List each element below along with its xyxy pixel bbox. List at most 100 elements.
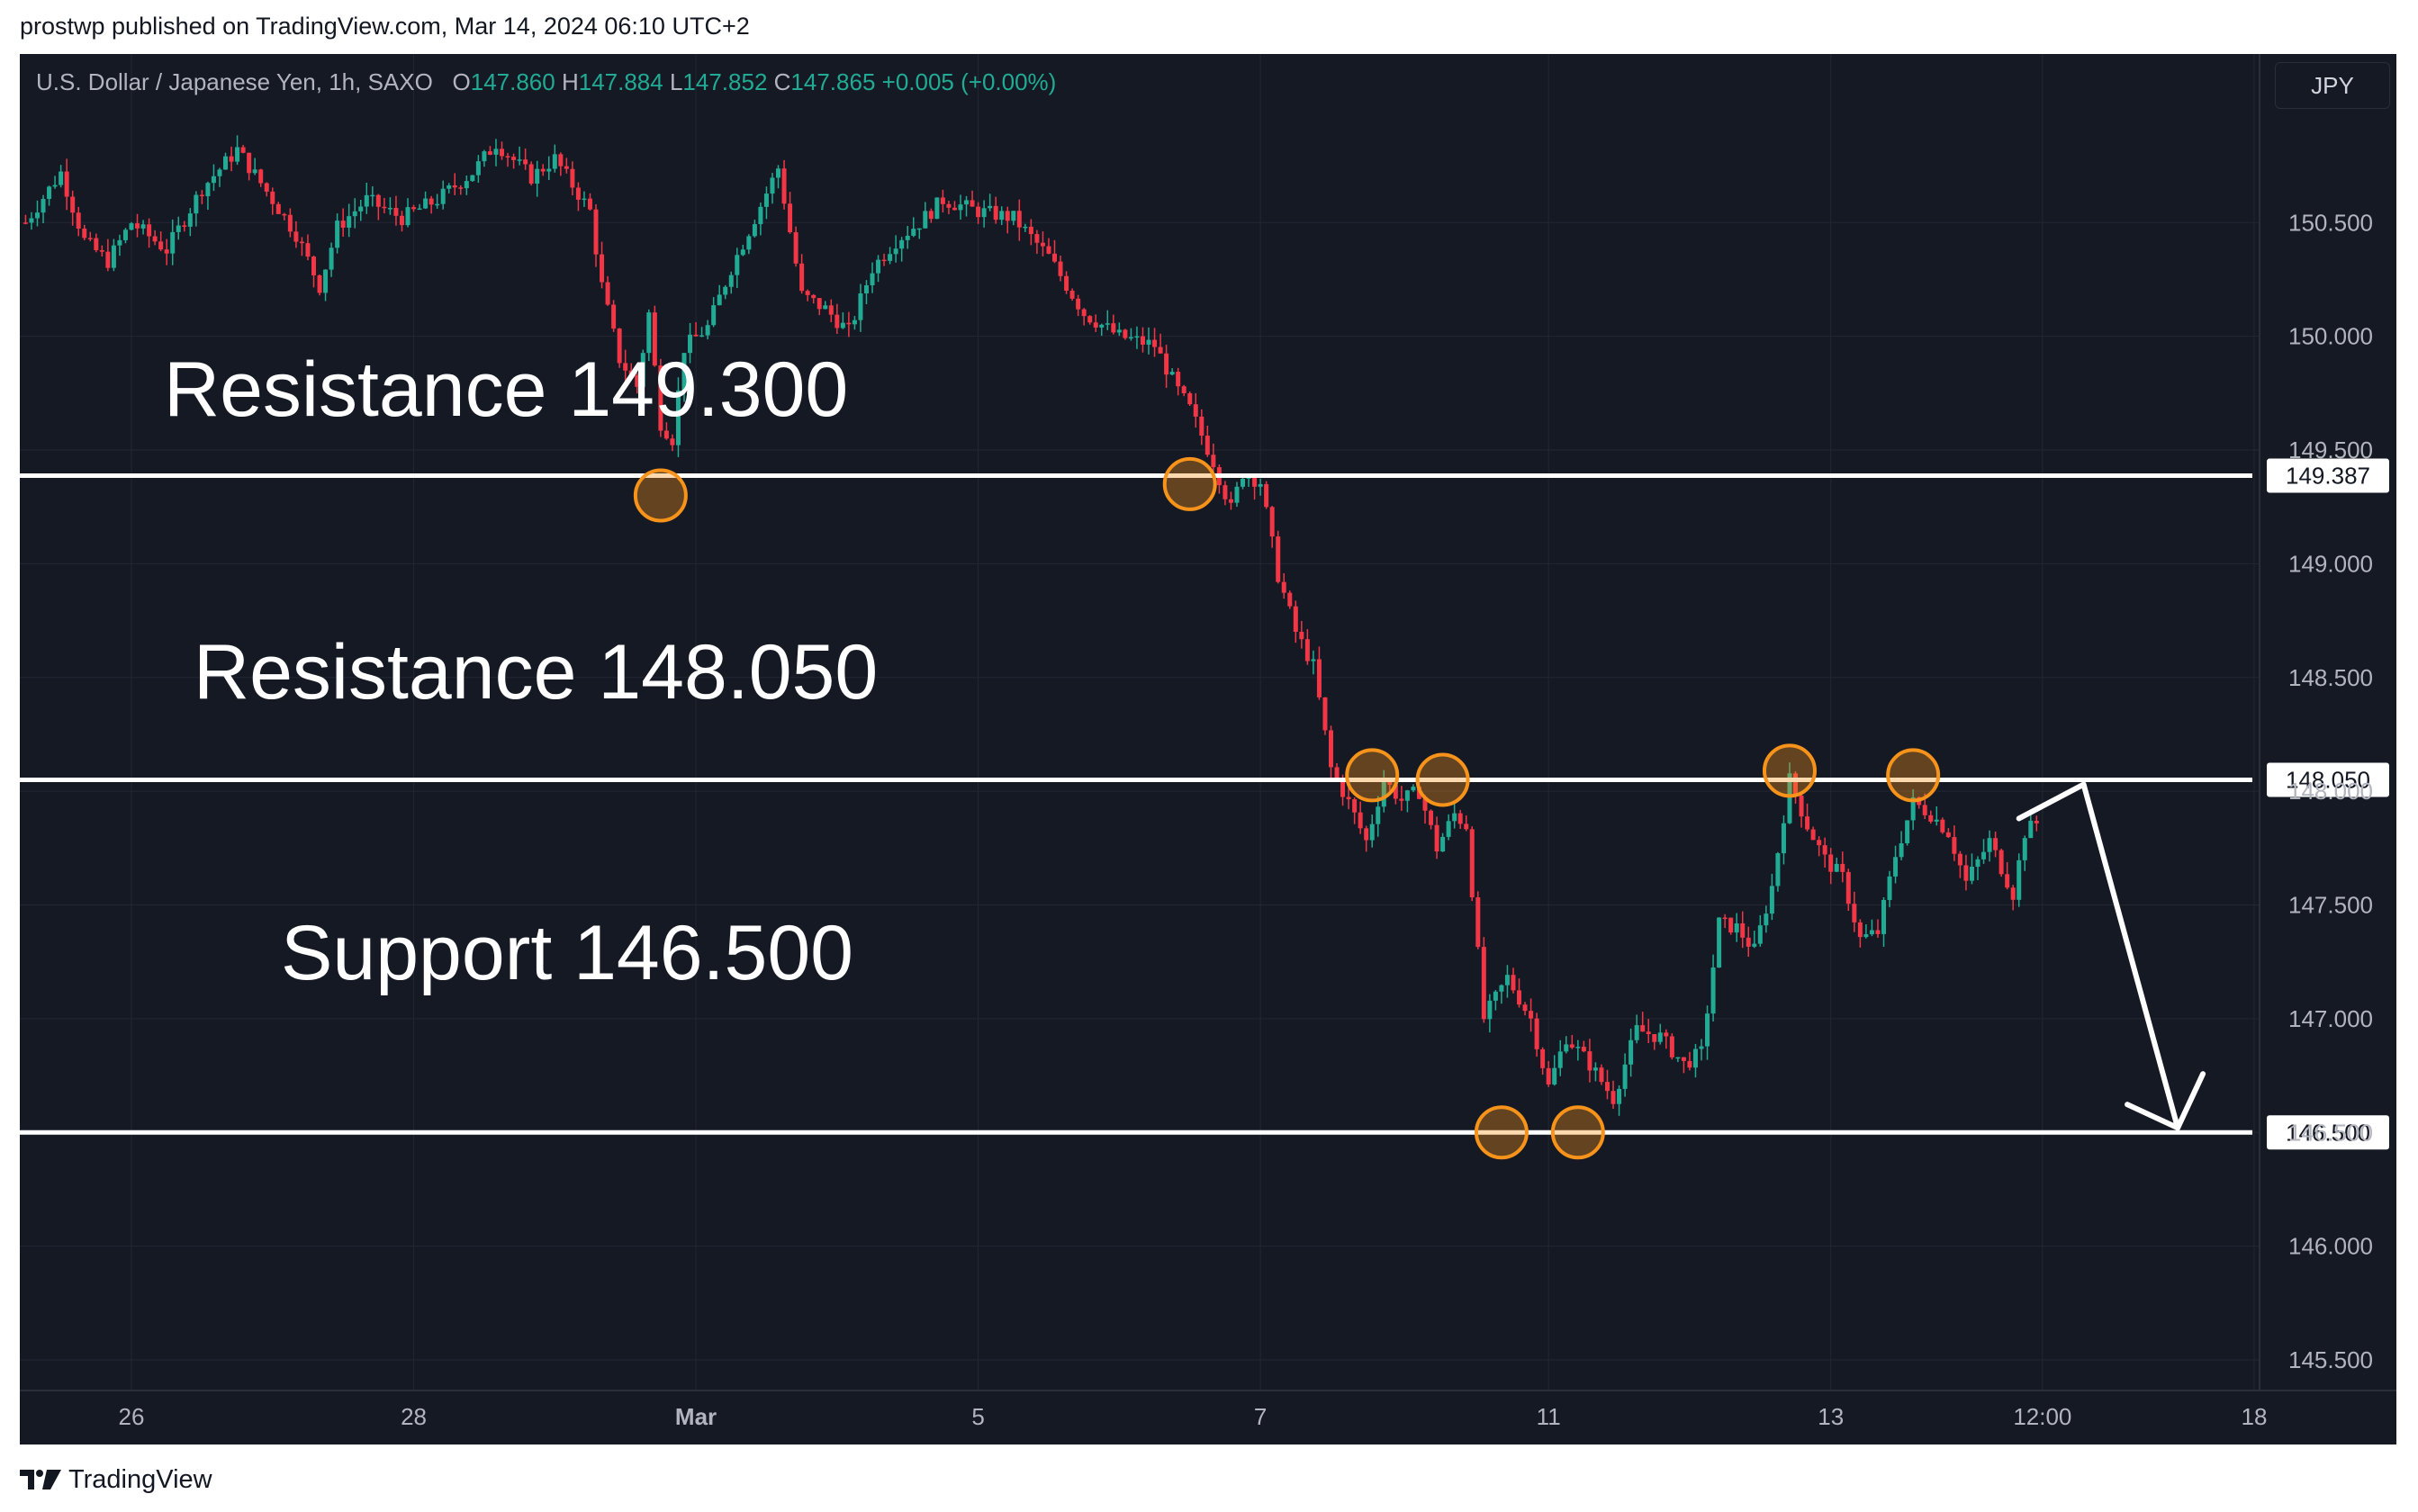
candle-body: [793, 232, 798, 264]
candle-body: [452, 185, 457, 188]
candle-body: [1440, 836, 1446, 852]
candle-body: [158, 241, 164, 250]
candle-body: [675, 390, 681, 446]
touch-circle: [1162, 456, 1217, 511]
candle-body: [993, 205, 998, 220]
candle-body: [1952, 837, 1957, 854]
candle-body: [1034, 234, 1040, 243]
candle-body: [1810, 829, 1816, 841]
candle-body: [1429, 810, 1434, 825]
candle-body: [1517, 990, 1522, 1005]
candle-body: [235, 147, 240, 162]
candle-body: [87, 238, 93, 239]
candle-body: [911, 229, 916, 236]
candle-body: [2010, 887, 2016, 900]
candle-body: [440, 188, 446, 204]
candle-body: [405, 207, 411, 226]
candle-body: [223, 156, 229, 170]
candle-body: [940, 197, 945, 204]
candle-body: [1793, 773, 1799, 796]
touch-circle: [1886, 748, 1941, 803]
candle-body: [1204, 436, 1210, 455]
candle-body: [1822, 845, 1827, 855]
candle-body: [375, 194, 381, 207]
candle-body: [41, 199, 46, 213]
candle-body: [688, 334, 693, 354]
candle-body: [270, 191, 275, 204]
candle-body: [763, 194, 769, 207]
price-chart[interactable]: 149.387 Resistance 149.300 148.050 Resistan…: [20, 54, 2396, 1444]
candle-body: [500, 148, 505, 157]
candle-body: [582, 198, 587, 201]
candle-body: [1875, 930, 1881, 934]
candle-body: [1264, 483, 1269, 508]
candle-body: [840, 322, 845, 328]
candle-body: [1411, 787, 1416, 791]
high-value: 147.884: [578, 68, 663, 95]
candle-body: [1617, 1088, 1622, 1104]
chart-panel[interactable]: 149.387 Resistance 149.300 148.050 Resistan…: [20, 54, 2396, 1444]
candle-body: [1564, 1044, 1569, 1052]
candle-body: [447, 185, 452, 189]
candle-body: [482, 151, 487, 162]
currency-button[interactable]: JPY: [2275, 62, 2390, 109]
candle-body: [487, 151, 492, 155]
candle-body: [475, 161, 481, 176]
candle-body: [770, 177, 775, 194]
candle-body: [575, 187, 581, 200]
candle-body: [893, 248, 898, 255]
candle-body: [23, 222, 28, 224]
candle-body: [1246, 477, 1251, 479]
candle-body: [464, 181, 469, 189]
candle-body: [1116, 329, 1122, 333]
candle-body: [823, 305, 828, 310]
time-tick-label: 5: [971, 1403, 984, 1430]
candle-body: [505, 156, 510, 158]
candle-body: [217, 169, 222, 176]
candle-body: [64, 171, 69, 197]
candle-body: [535, 168, 540, 184]
candle-body: [2028, 820, 2034, 839]
candle-body: [1540, 1048, 1546, 1068]
candle-body: [305, 243, 311, 257]
touch-circle: [1762, 743, 1817, 798]
candle-body: [670, 438, 675, 446]
candle-body: [1376, 806, 1381, 824]
candle-body: [570, 168, 575, 188]
candle-body: [740, 249, 745, 256]
candle-body: [1717, 917, 1722, 968]
candle-body: [1304, 639, 1310, 662]
candle-body: [1857, 922, 1863, 938]
candle-body: [1599, 1067, 1604, 1083]
candle-body: [34, 212, 40, 219]
time-tick-label: 28: [401, 1403, 427, 1430]
candle-body: [1404, 790, 1410, 801]
candle-body: [70, 196, 76, 213]
candle-body: [640, 353, 645, 387]
level-axis-label: 146.500: [2286, 1119, 2370, 1146]
candle-body: [752, 224, 757, 237]
candle-body: [1052, 253, 1058, 262]
candle-body: [681, 353, 687, 391]
candle-body: [1893, 857, 1899, 877]
candle-body: [1258, 483, 1263, 487]
candle-body: [811, 294, 817, 299]
candle-body: [411, 207, 417, 210]
candle-body: [2017, 860, 2022, 900]
candle-body: [1557, 1051, 1563, 1068]
candle-body: [1805, 816, 1810, 830]
candle-body: [358, 206, 364, 212]
price-tick-label: 145.500: [2288, 1346, 2373, 1373]
candle-body: [275, 203, 281, 214]
candle-body: [611, 304, 617, 329]
candle-body: [1940, 819, 1945, 832]
candle-body: [1281, 581, 1286, 593]
candle-body: [1299, 632, 1304, 640]
candle-body: [964, 200, 970, 205]
touch-circle: [1345, 748, 1400, 803]
low-key: L: [669, 68, 683, 95]
candle-body: [1963, 865, 1969, 881]
price-tick-label: 147.500: [2288, 892, 2373, 919]
candle-body: [1845, 871, 1851, 904]
candle-body: [1928, 814, 1934, 822]
